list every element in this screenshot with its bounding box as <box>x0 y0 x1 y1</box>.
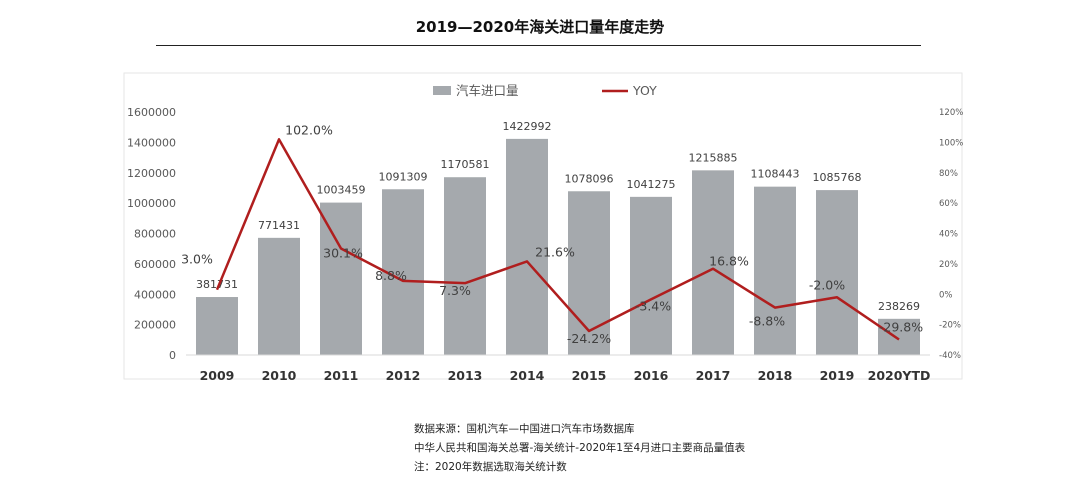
right-axis-tick: 40% <box>939 230 958 240</box>
bar-value-label: 1215885 <box>689 151 738 164</box>
yoy-value-label: 21.6% <box>535 244 575 259</box>
category-label: 2013 <box>448 368 483 383</box>
bar-value-label: 771431 <box>258 219 300 232</box>
bar <box>382 189 424 355</box>
bar <box>692 170 734 355</box>
bar <box>630 196 672 355</box>
right-axis-tick: 60% <box>939 199 958 209</box>
bar <box>754 186 796 355</box>
page-title: 2019—2020年海关进口量年度走势 <box>415 18 665 36</box>
yoy-value-label: 7.3% <box>439 283 471 298</box>
bar-value-label: 238269 <box>878 300 920 313</box>
category-label: 2014 <box>510 368 545 383</box>
bar <box>816 190 858 355</box>
bars <box>196 138 920 355</box>
right-axis-tick: -40% <box>939 351 961 361</box>
category-label: 2011 <box>324 368 359 383</box>
left-axis: 0 200000 400000 600000 800000 1000000 1200000 1… <box>127 106 176 362</box>
yoy-value-label: -24.2% <box>567 331 611 346</box>
bar-value-label: 1108443 <box>751 168 800 181</box>
category-label: 2015 <box>572 368 607 383</box>
yoy-value-label: -3.4% <box>635 298 671 313</box>
category-label: 2012 <box>386 368 421 383</box>
yoy-value-label: 102.0% <box>285 122 333 137</box>
right-axis-tick: 100% <box>939 138 963 148</box>
left-axis-tick: 600000 <box>134 258 176 271</box>
right-axis: -40% -20% 0% 20% 40% 60% 80% 100% 120% <box>939 108 963 361</box>
left-axis-tick: 1400000 <box>127 136 176 149</box>
yoy-value-label: 3.0% <box>181 252 213 267</box>
legend-line-label: YOY <box>632 83 657 98</box>
yoy-value-label: -29.8% <box>879 320 923 335</box>
footnote-note: 注：2020年数据选取海关统计数 <box>414 461 567 473</box>
category-label: 2019 <box>820 368 855 383</box>
bar-value-label: 1091309 <box>379 170 428 183</box>
bar-value-label: 1078096 <box>565 172 614 185</box>
bar <box>320 202 362 355</box>
left-axis-tick: 200000 <box>134 319 176 332</box>
footnote-source: 数据来源：国机汽车—中国进口汽车市场数据库 <box>414 423 635 435</box>
bar-value-label: 1041275 <box>627 178 676 191</box>
bar-value-label: 1085768 <box>813 171 862 184</box>
yoy-value-label: -2.0% <box>809 277 845 292</box>
category-label: 2018 <box>758 368 793 383</box>
yoy-value-label: 30.1% <box>323 246 363 261</box>
bar <box>878 318 920 355</box>
bar-value-label: 381731 <box>196 278 238 291</box>
bar-value-label: 1003459 <box>317 184 366 197</box>
bar <box>568 191 610 355</box>
legend: 汽车进口量 YOY <box>433 83 657 98</box>
legend-bar-swatch <box>433 86 451 95</box>
right-axis-tick: 120% <box>939 108 963 118</box>
yoy-value-label: 16.8% <box>709 254 749 269</box>
combo-chart: 0 200000 400000 600000 800000 1000000 1200000 1… <box>123 72 963 383</box>
left-axis-tick: 1000000 <box>127 197 176 210</box>
category-label: 2017 <box>696 368 731 383</box>
legend-bar-label: 汽车进口量 <box>456 83 519 98</box>
category-label: 2020YTD <box>868 368 931 383</box>
bar-value-label: 1170581 <box>441 158 490 171</box>
category-labels: 2009 2010 2011 2012 2013 2014 2015 2016 2017 2018… <box>200 368 931 383</box>
left-axis-tick: 0 <box>169 349 176 362</box>
yoy-value-label: 8.8% <box>375 268 407 283</box>
bar <box>506 138 548 355</box>
bar <box>258 237 300 355</box>
yoy-line <box>215 138 900 341</box>
category-label: 2009 <box>200 368 235 383</box>
title-rule <box>156 45 921 46</box>
right-axis-tick: -20% <box>939 321 961 331</box>
bar <box>196 297 238 355</box>
right-axis-tick: 20% <box>939 260 958 270</box>
footnotes: 数据来源：国机汽车—中国进口汽车市场数据库 中华人民共和国海关总署-海关统计-2… <box>414 420 745 477</box>
yoy-value-label: -8.8% <box>749 314 785 329</box>
category-label: 2010 <box>262 368 297 383</box>
right-axis-tick: 80% <box>939 169 958 179</box>
right-axis-tick: 0% <box>939 290 953 300</box>
bar <box>444 177 486 355</box>
left-axis-tick: 1600000 <box>127 106 176 119</box>
left-axis-tick: 800000 <box>134 228 176 241</box>
bar-value-labels: 381731 771431 1003459 1091309 1170581 1422992… <box>196 120 920 313</box>
category-label: 2016 <box>634 368 669 383</box>
bar-value-label: 1422992 <box>503 120 552 133</box>
yoy-value-labels: 3.0% 102.0% 30.1% 8.8% 7.3% 21.6% -24.2% -3.4% 1… <box>181 122 923 346</box>
left-axis-tick: 400000 <box>134 288 176 301</box>
footnote-customs: 中华人民共和国海关总署-海关统计-2020年1至4月进口主要商品量值表 <box>414 442 746 454</box>
left-axis-tick: 1200000 <box>127 167 176 180</box>
